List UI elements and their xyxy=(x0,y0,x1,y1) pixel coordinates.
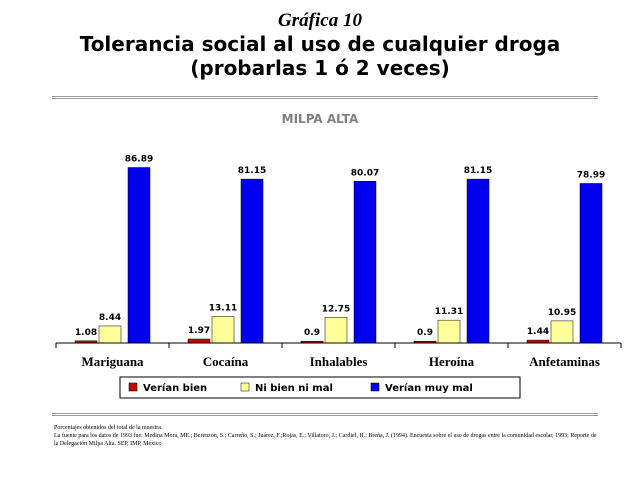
bar-2-5 xyxy=(550,320,574,344)
top-divider xyxy=(52,96,598,99)
data-label-3-4: 81.15 xyxy=(464,166,492,176)
category-label-2: Cocaína xyxy=(203,354,249,369)
bar-3-5 xyxy=(579,183,603,344)
legend-swatch-1 xyxy=(128,382,138,392)
data-label-1-5: 1.44 xyxy=(527,327,549,337)
footnote-line1: Porcentajes obtenidos del total de la mu… xyxy=(54,425,163,431)
bar-2-3 xyxy=(324,317,348,344)
bar-1-2 xyxy=(187,338,211,344)
graph-number: Gráfica 10 xyxy=(278,10,362,31)
bar-3-4 xyxy=(466,178,490,344)
category-label-5: Anfetaminas xyxy=(529,354,600,369)
legend-label-1: Verían bien xyxy=(143,382,207,394)
bottom-divider xyxy=(52,413,598,416)
category-label-1: Mariguana xyxy=(81,354,144,369)
category-label-4: Heroína xyxy=(429,354,475,369)
footnotes: Porcentajes obtenidos del total de la mu… xyxy=(54,424,599,448)
bar-3-3 xyxy=(353,181,377,344)
legend-swatch-2 xyxy=(240,382,250,392)
bar-2-4 xyxy=(437,319,461,344)
data-label-3-5: 78.99 xyxy=(577,170,605,180)
legend-swatch-3 xyxy=(370,382,380,392)
bar-3-1 xyxy=(127,167,151,344)
data-label-2-5: 10.95 xyxy=(548,308,576,318)
data-label-2-4: 11.31 xyxy=(435,307,463,317)
data-label-2-3: 12.75 xyxy=(322,304,350,314)
data-label-3-2: 81.15 xyxy=(238,166,266,176)
data-label-1-2: 1.97 xyxy=(188,326,210,336)
data-label-1-3: 0.9 xyxy=(304,328,320,338)
legend-label-3: Verían muy mal xyxy=(385,382,473,394)
chart-subtitle: MILPA ALTA xyxy=(282,112,359,126)
category-label-3: Inhalables xyxy=(310,354,368,369)
bar-2-1 xyxy=(98,325,122,344)
data-label-3-1: 86.89 xyxy=(125,155,153,165)
data-label-3-3: 80.07 xyxy=(351,168,379,178)
data-label-2-1: 8.44 xyxy=(99,313,121,323)
data-label-2-2: 13.11 xyxy=(209,304,237,314)
data-label-1-4: 0.9 xyxy=(417,328,433,338)
chart-title-line1: Tolerancia social al uso de cualquier dr… xyxy=(79,32,561,56)
bar-chart: MILPA ALTA 1.088.44 86.89 Mariguana 1.97 13.1… xyxy=(55,112,622,399)
data-label-1-1: 1.08 xyxy=(75,328,97,338)
title-block: Gráfica 10 Tolerancia social al uso de c… xyxy=(0,10,640,80)
footnote-line2: La fuente para los datos de 1993 fue: Me… xyxy=(54,433,597,447)
legend-label-2: Ni bien ni mal xyxy=(255,383,333,394)
chart-title-line2: (probarlas 1 ó 2 veces) xyxy=(190,56,450,80)
legend-box xyxy=(119,376,521,399)
bar-3-2 xyxy=(240,178,264,344)
bar-2-2 xyxy=(211,316,235,344)
